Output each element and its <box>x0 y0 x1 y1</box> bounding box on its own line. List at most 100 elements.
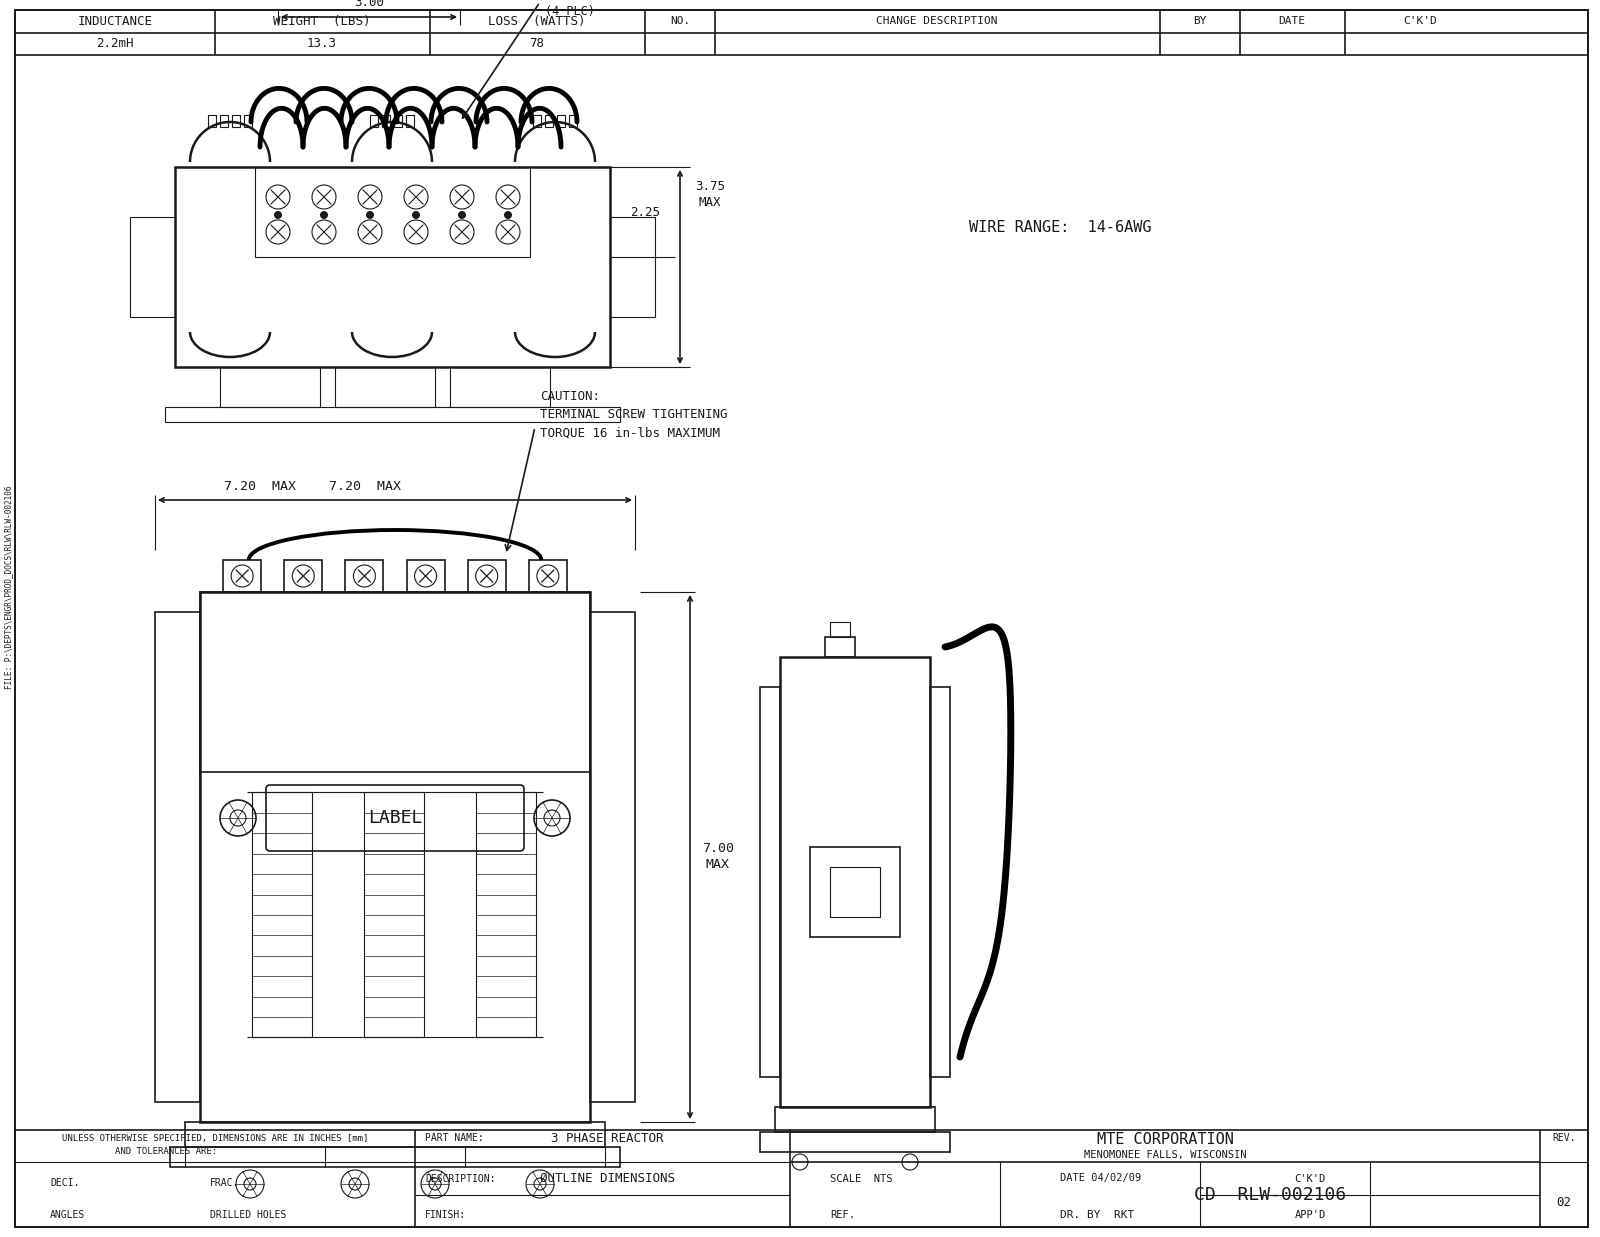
Text: 0.39 SLOTS: 0.39 SLOTS <box>546 0 616 4</box>
Text: CHANGE DESCRIPTION: CHANGE DESCRIPTION <box>877 16 998 26</box>
Text: INDUCTANCE: INDUCTANCE <box>77 15 152 27</box>
Text: DRILLED HOLES: DRILLED HOLES <box>210 1210 286 1220</box>
Bar <box>155 612 200 1102</box>
Text: NO.: NO. <box>670 16 690 26</box>
Circle shape <box>413 212 419 219</box>
Bar <box>222 560 261 593</box>
Text: C'K'D: C'K'D <box>1294 1174 1326 1184</box>
Bar <box>165 407 621 422</box>
Bar <box>477 792 536 1037</box>
Text: CD  RLW-002106: CD RLW-002106 <box>1194 1186 1346 1204</box>
Text: DATE: DATE <box>1278 16 1306 26</box>
Text: 3.75: 3.75 <box>694 181 725 193</box>
Circle shape <box>504 212 512 219</box>
Bar <box>394 115 402 127</box>
Bar <box>590 612 635 1102</box>
Text: 7.20  MAX: 7.20 MAX <box>330 480 402 492</box>
Circle shape <box>366 212 374 219</box>
Text: 7.00: 7.00 <box>702 842 734 856</box>
Bar <box>467 560 506 593</box>
Bar <box>200 593 590 772</box>
Bar <box>253 792 312 1037</box>
Bar <box>530 560 566 593</box>
Text: MENOMONEE FALLS, WISCONSIN: MENOMONEE FALLS, WISCONSIN <box>1083 1150 1246 1160</box>
Text: ANGLES: ANGLES <box>50 1210 85 1220</box>
Text: DATE 04/02/09: DATE 04/02/09 <box>1059 1174 1141 1184</box>
Text: DESCRIPTION:: DESCRIPTION: <box>426 1174 496 1184</box>
Text: 2.25: 2.25 <box>630 205 661 219</box>
Bar <box>365 792 424 1037</box>
Bar <box>14 10 1587 54</box>
Bar <box>610 216 654 317</box>
Text: TORQUE 16 in-lbs MAXIMUM: TORQUE 16 in-lbs MAXIMUM <box>541 427 720 439</box>
Bar <box>221 367 320 407</box>
Text: DECI.: DECI. <box>50 1179 80 1189</box>
Bar <box>232 115 240 127</box>
Text: 3 PHASE REACTOR: 3 PHASE REACTOR <box>550 1132 664 1144</box>
Bar <box>830 622 850 637</box>
Text: 78: 78 <box>530 37 544 51</box>
Bar <box>570 115 578 127</box>
Bar <box>557 115 565 127</box>
Bar <box>406 115 414 127</box>
Text: SCALE  NTS: SCALE NTS <box>830 1174 893 1184</box>
Text: 13.3: 13.3 <box>307 37 338 51</box>
Bar <box>200 593 590 1122</box>
Text: 7.20  MAX: 7.20 MAX <box>224 480 296 492</box>
Bar <box>254 167 530 257</box>
Text: MAX: MAX <box>706 858 730 872</box>
Text: BY: BY <box>1194 16 1206 26</box>
Bar <box>208 115 216 127</box>
Text: LABEL: LABEL <box>368 809 422 828</box>
Bar <box>760 687 781 1077</box>
Circle shape <box>320 212 328 219</box>
Text: PART NAME:: PART NAME: <box>426 1133 483 1143</box>
Text: 02: 02 <box>1557 1196 1571 1210</box>
Bar <box>382 115 390 127</box>
Bar <box>826 637 854 657</box>
Bar <box>774 1107 934 1132</box>
Bar <box>14 1131 1587 1227</box>
Bar <box>174 167 610 367</box>
Bar <box>760 1132 950 1152</box>
Text: DR. BY  RKT: DR. BY RKT <box>1059 1210 1134 1220</box>
Circle shape <box>274 212 282 219</box>
Bar <box>243 115 253 127</box>
Bar <box>930 687 950 1077</box>
Text: FRAC.: FRAC. <box>210 1179 240 1189</box>
Text: FINISH:: FINISH: <box>426 1210 466 1220</box>
Text: APP'D: APP'D <box>1294 1210 1326 1220</box>
Text: FILE: P:\DEPTS\ENGR\PROD_DOCS\RLW\RLW-002106: FILE: P:\DEPTS\ENGR\PROD_DOCS\RLW\RLW-00… <box>5 485 13 689</box>
Bar <box>533 115 541 127</box>
Text: UNLESS OTHERWISE SPECIFIED, DIMENSIONS ARE IN INCHES [mm]: UNLESS OTHERWISE SPECIFIED, DIMENSIONS A… <box>62 1133 368 1143</box>
Bar <box>406 560 445 593</box>
Bar <box>334 367 435 407</box>
Bar <box>450 367 550 407</box>
Bar <box>285 560 322 593</box>
Circle shape <box>458 212 466 219</box>
Bar <box>830 867 880 917</box>
Text: C'K'D: C'K'D <box>1403 16 1437 26</box>
Text: WIRE RANGE:  14-6AWG: WIRE RANGE: 14-6AWG <box>968 219 1152 235</box>
Text: CAUTION:: CAUTION: <box>541 391 600 403</box>
Bar <box>221 115 229 127</box>
Bar <box>186 1122 605 1147</box>
Bar <box>170 1147 621 1166</box>
Bar <box>546 115 554 127</box>
Bar <box>781 657 930 1107</box>
Text: MAX: MAX <box>699 195 722 209</box>
Text: 3.00: 3.00 <box>354 0 384 10</box>
Text: LOSS  (WATTS): LOSS (WATTS) <box>488 15 586 27</box>
Text: AND TOLERANCES ARE:: AND TOLERANCES ARE: <box>115 1148 218 1157</box>
Bar <box>130 216 174 317</box>
Text: OUTLINE DIMENSIONS: OUTLINE DIMENSIONS <box>539 1171 675 1185</box>
Text: REF.: REF. <box>830 1210 854 1220</box>
Text: MTE CORPORATION: MTE CORPORATION <box>1096 1133 1234 1148</box>
Text: (4 PLC): (4 PLC) <box>546 5 595 19</box>
Text: REV.: REV. <box>1552 1133 1576 1143</box>
Text: 2.2mH: 2.2mH <box>96 37 134 51</box>
Text: TERMINAL SCREW TIGHTENING: TERMINAL SCREW TIGHTENING <box>541 408 728 422</box>
Bar <box>810 847 899 936</box>
Text: WEIGHT  (LBS): WEIGHT (LBS) <box>274 15 371 27</box>
Bar <box>370 115 378 127</box>
